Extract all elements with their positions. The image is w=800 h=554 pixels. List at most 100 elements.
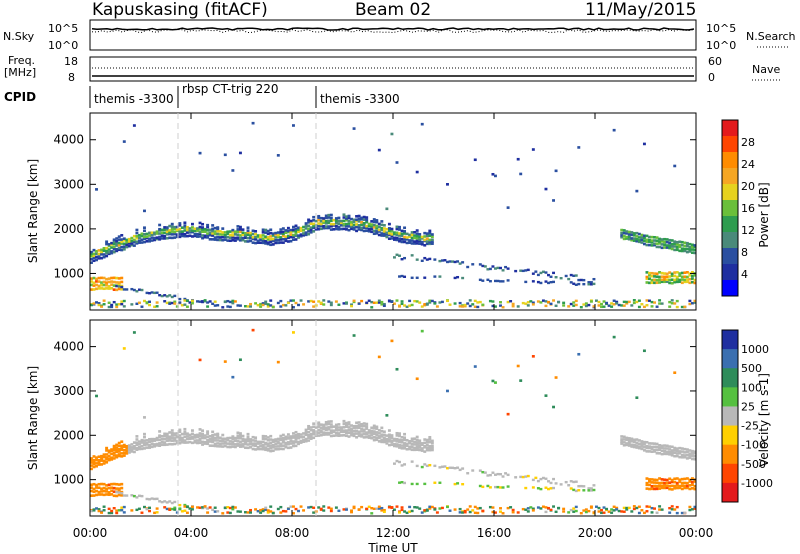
power-cell: [261, 231, 265, 234]
power-cell: [178, 235, 182, 239]
velocity-cell: [170, 436, 174, 440]
power-cell: [693, 245, 697, 249]
power-cell: [635, 300, 639, 304]
power-cell: [554, 276, 558, 279]
velocity-cell: [476, 507, 480, 510]
power-cell: [673, 245, 677, 248]
power-cell: [425, 237, 429, 241]
velocity-cell: [105, 461, 109, 464]
power-cell: [125, 240, 129, 244]
power-cell: [428, 301, 432, 304]
power-cell: [418, 233, 422, 236]
velocity-cell: [170, 431, 174, 435]
velocity-cell: [683, 511, 687, 515]
velocity-cell: [428, 435, 432, 439]
colorbar-tick-label: 500: [741, 362, 762, 375]
velocity-cell: [342, 419, 346, 423]
velocity-cell: [294, 433, 298, 437]
velocity-cell: [299, 441, 303, 444]
velocity-cell: [339, 426, 343, 429]
velocity-cell: [132, 441, 136, 444]
velocity-cell: [655, 511, 659, 514]
velocity-cell: [668, 481, 672, 484]
power-cell: [309, 219, 313, 223]
power-cell: [97, 276, 101, 280]
power-cell: [658, 299, 662, 302]
velocity-cell: [680, 484, 684, 488]
power-cell: [95, 252, 98, 256]
velocity-cell: [211, 434, 215, 437]
velocity-cell: [393, 437, 396, 441]
velocity-cell: [453, 467, 457, 470]
power-cell: [387, 227, 391, 230]
velocity-cell: [670, 449, 674, 452]
velocity-cell: [408, 441, 412, 445]
velocity-cell: [297, 509, 300, 513]
velocity-cell: [191, 432, 194, 436]
power-cell: [148, 300, 151, 303]
power-cell: [294, 234, 298, 238]
velocity-cell: [221, 437, 225, 441]
power-cell: [549, 275, 553, 278]
power-cell: [440, 300, 444, 304]
velocity-cell: [675, 486, 679, 490]
power-cell: [625, 300, 629, 304]
power-cell: [112, 276, 116, 280]
velocity-cell: [425, 440, 429, 444]
velocity-cell: [418, 444, 422, 448]
power-cell: [680, 275, 684, 279]
power-cell: [110, 280, 114, 283]
velocity-cell: [648, 450, 651, 453]
velocity-cell: [597, 510, 601, 513]
power-cell: [211, 232, 215, 235]
power-cell: [297, 230, 300, 234]
velocity-cell: [685, 477, 689, 480]
power-cell: [125, 245, 129, 249]
colorbar-tick-label: -100: [741, 439, 766, 452]
velocity-cell: [390, 339, 394, 343]
power-cell: [418, 238, 422, 241]
velocity-cell: [143, 447, 146, 450]
velocity-cell: [557, 506, 561, 510]
power-cell: [135, 237, 139, 240]
power-cell: [690, 243, 694, 247]
velocity-cell: [173, 434, 177, 437]
power-cell: [511, 302, 515, 306]
power-cell: [198, 231, 202, 234]
velocity-cell: [645, 487, 649, 490]
power-cell: [95, 255, 98, 259]
velocity-cell: [501, 486, 505, 489]
velocity-cell: [115, 454, 119, 457]
velocity-cell: [269, 444, 273, 447]
power-cell: [228, 305, 232, 309]
velocity-cell: [276, 437, 280, 441]
x-tick-label: 12:00: [376, 526, 411, 540]
power-cell: [658, 240, 662, 243]
power-cell: [191, 226, 194, 229]
power-cell: [276, 241, 280, 245]
velocity-cell: [632, 440, 636, 444]
velocity-cell: [645, 510, 649, 513]
noise-panel: N.Sky 10^5 10^0 10^5 10^0 N.Search: [3, 19, 796, 52]
velocity-cell: [382, 438, 386, 442]
power-cell: [178, 301, 182, 304]
power-cell: [322, 303, 326, 306]
power-cell: [251, 237, 255, 241]
velocity-cell: [153, 437, 157, 441]
velocity-cell: [269, 438, 273, 441]
velocity-cell: [675, 447, 679, 450]
velocity-cell: [324, 423, 328, 426]
power-cell: [110, 286, 114, 290]
power-cell: [117, 281, 121, 284]
power-cell: [471, 263, 475, 266]
velocity-cell: [266, 447, 270, 451]
velocity-cell: [385, 442, 389, 445]
velocity-cell: [627, 439, 631, 443]
velocity-cell: [281, 509, 285, 513]
power-cell: [446, 260, 449, 264]
power-cell: [183, 221, 187, 225]
power-cell: [688, 299, 692, 303]
power-cell: [577, 282, 581, 286]
velocity-cell: [117, 454, 121, 458]
